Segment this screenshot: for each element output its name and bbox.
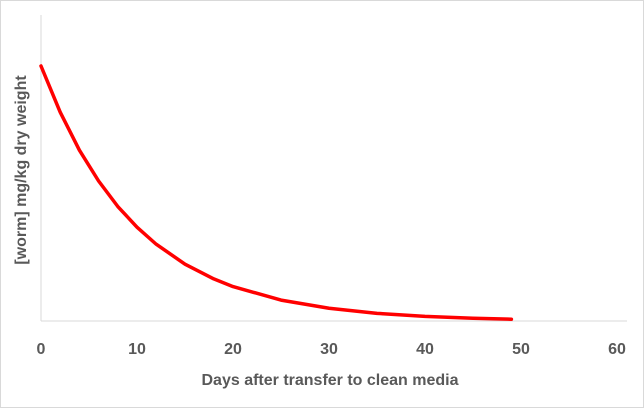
- x-tick-label: 40: [416, 341, 434, 358]
- y-axis-label: [worm] mg/kg dry weight: [13, 75, 30, 265]
- x-tick-label: 0: [37, 341, 46, 358]
- x-tick-label: 10: [128, 341, 146, 358]
- x-axis-label: Days after transfer to clean media: [202, 372, 459, 389]
- x-tick-label: 50: [512, 341, 530, 358]
- x-tick-label: 20: [224, 341, 242, 358]
- x-tick-label: 60: [608, 341, 626, 358]
- data-line: [39, 64, 514, 321]
- x-tick-label: 30: [320, 341, 338, 358]
